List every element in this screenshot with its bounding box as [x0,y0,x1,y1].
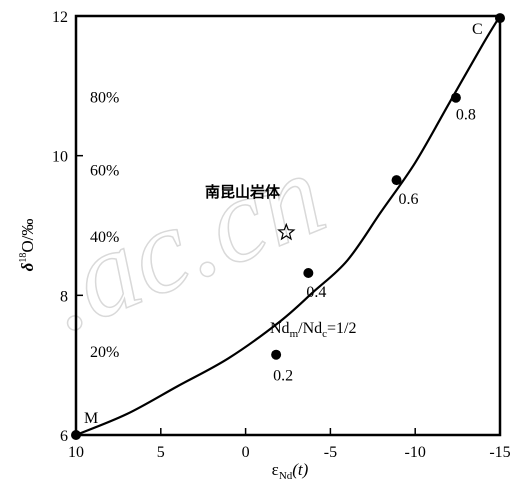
x-tick-label: -10 [405,444,426,461]
nd-ratio-annotation: Ndm/Ndc=1/2 [270,320,356,340]
y-tick-label: 12 [52,9,68,26]
mixing-point-label: 0.2 [273,368,293,385]
x-tick-label: -15 [489,444,510,461]
x-tick-label: 0 [242,444,250,461]
ticks-group: 10 5 0 -5 -10 -15 6 8 10 12 [52,9,511,461]
mixing-point [271,349,282,360]
mixing-point [303,267,314,278]
y-label-sup: 18 [18,253,29,263]
watermark: .ac.cn [25,126,340,357]
percent-label-40: 40% [90,229,119,246]
y-tick-label: 6 [60,428,68,445]
percent-label-80: 80% [90,89,119,106]
mixing-point-label: 0.6 [399,191,419,208]
x-tick-label: 10 [68,444,84,461]
plot-frame [74,14,502,437]
percent-label-20: 20% [90,344,119,361]
sample-label: 南昆山岩体 [205,183,281,201]
x-label-tail: (t) [292,460,308,479]
x-tick-label: 5 [157,444,165,461]
y-axis-label: δ18O/‰ [18,219,37,272]
annotation-mid: /Nd [298,320,322,337]
points-group: M 0.2 0.4 0.6 0.8 C [71,13,505,440]
mixing-point-label: 0.8 [456,107,476,124]
sample-star-marker [277,222,296,241]
annotation-tail: =1/2 [327,320,356,337]
annotation-main: Nd [270,320,290,337]
x-tick-label: -5 [324,444,337,461]
x-label-epsilon: ε [272,460,279,479]
y-tick-label: 8 [60,288,68,305]
mixing-point [450,92,461,103]
x-axis-label: εNd(t) [272,460,309,482]
y-label-tail: O/‰ [18,219,37,253]
mixing-point-label: 0.4 [306,284,326,301]
y-label-delta: δ [18,262,37,271]
annotation-sub-m: m [290,328,299,340]
annotation-sub-c: c [322,328,327,340]
mixing-point [495,13,505,24]
x-label-sub: Nd [279,470,293,482]
percent-label-60: 60% [90,163,119,180]
mixing-point-label: C [472,21,483,38]
mixing-point [391,175,402,186]
mixing-point [71,430,81,440]
y-tick-label: 10 [52,149,68,166]
mixing-point-label: M [84,410,98,427]
